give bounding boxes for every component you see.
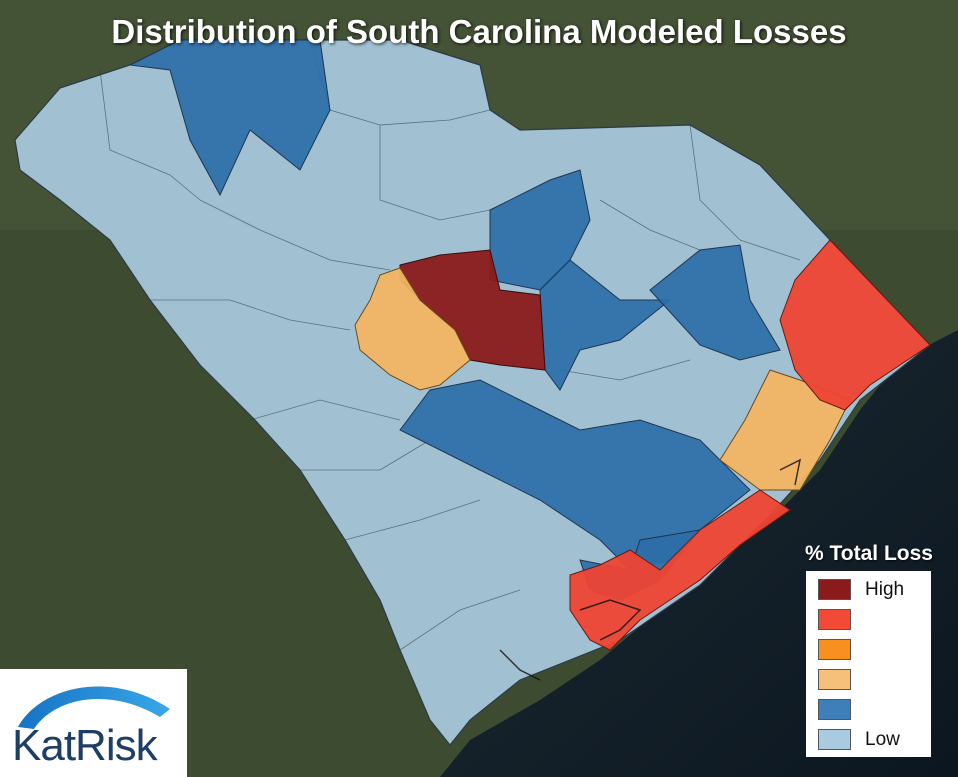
legend-label: Low [865,729,900,750]
legend-swatch [818,729,851,750]
logo-wave-icon [18,686,170,729]
legend-label: High [865,579,905,600]
legend-item-3 [818,639,928,661]
counties-red [569,239,931,651]
legend-item-5 [818,699,928,721]
county-lines [99,39,801,651]
legend-item-low: Low [818,729,928,751]
legend: High Low [806,571,931,757]
legend-title: % Total Loss [805,542,933,565]
legend-swatch [818,639,851,660]
map-title: Distribution of South Carolina Modeled L… [111,13,847,50]
legend-swatch [818,609,851,630]
logo-text: KatRisk [12,721,158,770]
katrisk-logo: KatRisk [0,669,187,777]
legend-swatch [818,699,851,720]
legend-item-4 [818,669,928,691]
legend-swatch [818,579,851,600]
legend-item-2 [818,609,928,631]
legend-item-high: High [818,579,928,601]
counties-orange [354,267,851,491]
legend-swatch [818,669,851,690]
coastline-detail [499,458,802,681]
counties-dark-blue [128,39,781,601]
